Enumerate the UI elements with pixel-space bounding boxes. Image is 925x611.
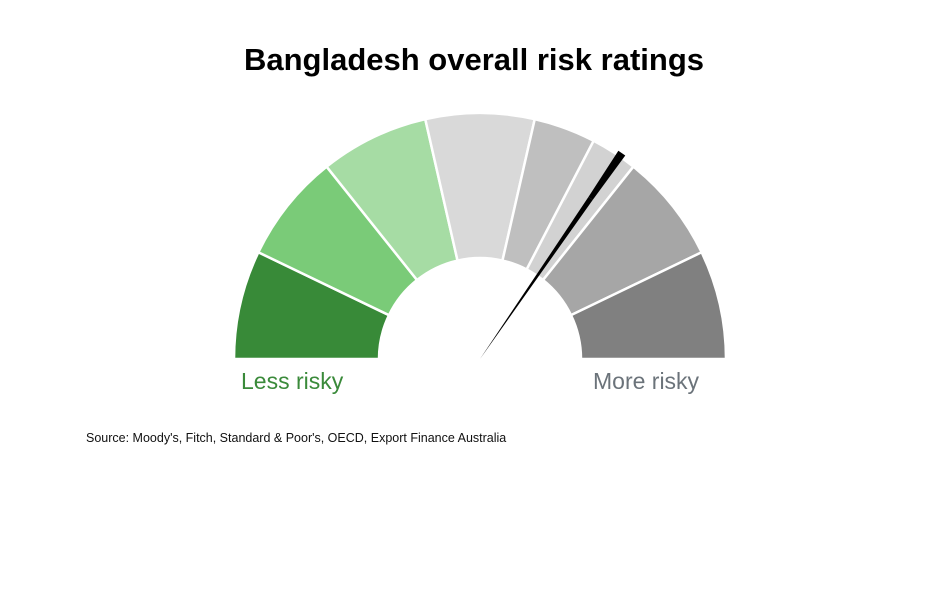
needle-marker (588, 150, 626, 200)
gauge-segment-8 (569, 250, 728, 361)
chart-title: Bangladesh overall risk ratings (243, 42, 704, 77)
more-risky-label: More risky (593, 368, 700, 394)
gauge-segments (232, 111, 728, 361)
source-note: Source: Moody's, Fitch, Standard & Poor'… (86, 431, 507, 445)
needle-shaft (480, 196, 593, 359)
gauge-needle-layer (480, 150, 626, 359)
less-risky-label: Less risky (241, 368, 344, 394)
